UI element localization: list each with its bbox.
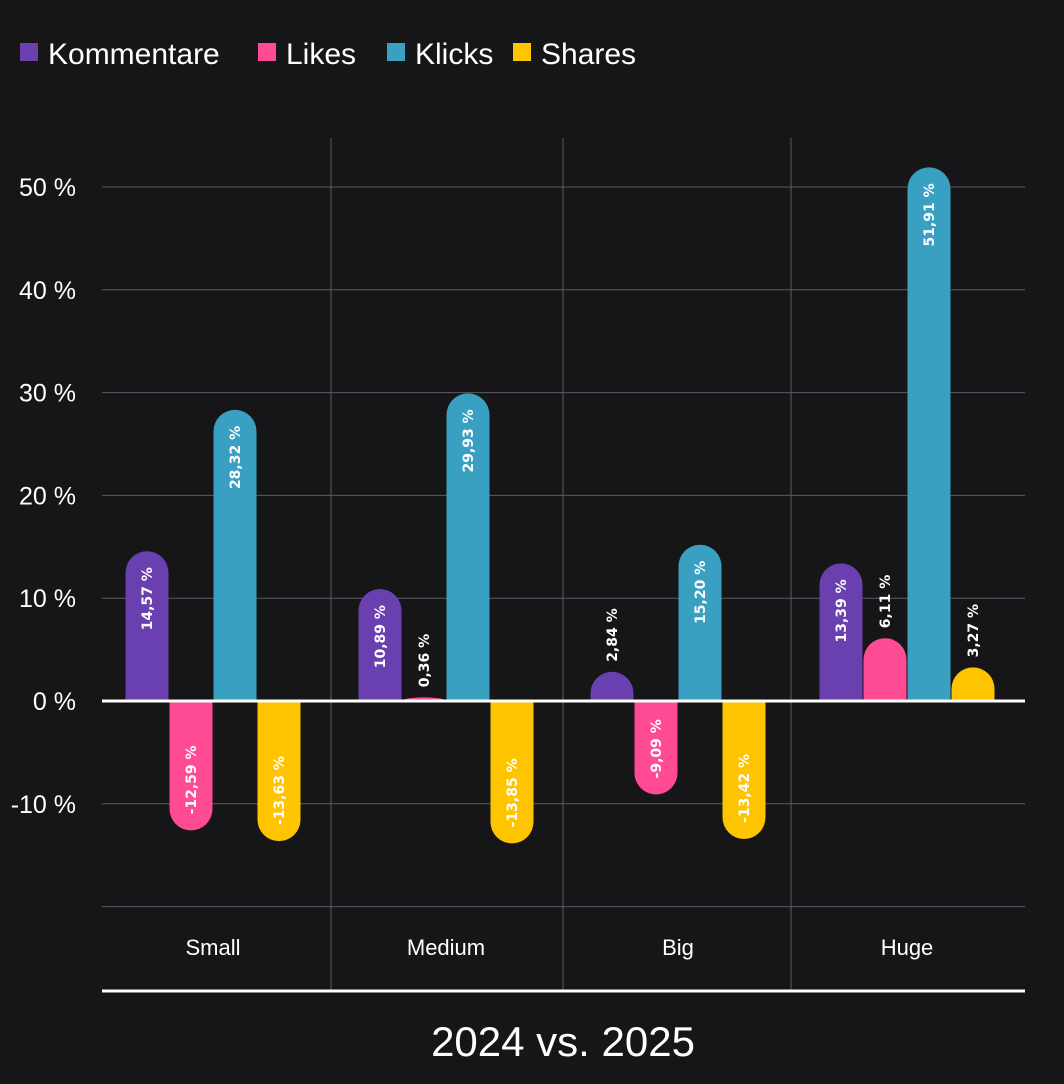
value-label-shares-huge: 3,27 % bbox=[966, 604, 982, 657]
bar-klicks-big bbox=[678, 544, 722, 701]
value-labels: 14,57 % -12,59 % 28,32 % -13,63 % 10,89 % 0,3… bbox=[140, 183, 982, 827]
chart-title: 2024 vs. 2025 bbox=[431, 1018, 695, 1065]
value-label-shares-medium: -13,85 % bbox=[505, 758, 521, 827]
value-label-kommentare-medium: 10,89 % bbox=[373, 605, 389, 668]
y-tick-label: -10 % bbox=[11, 791, 76, 819]
value-label-shares-big: -13,42 % bbox=[737, 754, 753, 823]
y-axis-ticks: 50 % 40 % 30 % 20 % 10 % 0 % -10 % bbox=[11, 174, 76, 819]
bar-kommentare-huge bbox=[819, 563, 863, 701]
bars bbox=[125, 167, 995, 844]
legend-swatch-shares bbox=[513, 43, 531, 61]
bar-shares-big bbox=[722, 701, 766, 839]
legend-label-klicks: Klicks bbox=[415, 38, 493, 71]
value-label-klicks-big: 15,20 % bbox=[693, 561, 709, 624]
legend-label-shares: Shares bbox=[541, 38, 636, 71]
value-label-kommentare-big: 2,84 % bbox=[605, 608, 621, 661]
bar-shares-huge bbox=[951, 667, 995, 701]
value-label-likes-big: -9,09 % bbox=[649, 719, 665, 778]
bar-klicks-small bbox=[213, 409, 257, 701]
bar-klicks-medium bbox=[446, 393, 490, 701]
legend-swatch-kommentare bbox=[20, 43, 38, 61]
bar-likes-small bbox=[169, 701, 213, 831]
value-label-likes-huge: 6,11 % bbox=[878, 575, 894, 628]
value-label-klicks-huge: 51,91 % bbox=[922, 183, 938, 246]
bar-kommentare-medium bbox=[358, 589, 402, 701]
value-label-klicks-small: 28,32 % bbox=[228, 426, 244, 489]
y-tick-label: 40 % bbox=[19, 277, 76, 305]
value-label-likes-small: -12,59 % bbox=[184, 745, 200, 814]
category-label-big: Big bbox=[662, 935, 694, 960]
y-tick-label: 50 % bbox=[19, 174, 76, 202]
legend-swatch-likes bbox=[258, 43, 276, 61]
bar-likes-huge bbox=[863, 638, 907, 701]
bar-shares-medium bbox=[490, 701, 534, 844]
legend-label-kommentare: Kommentare bbox=[48, 38, 220, 71]
category-labels: Small Medium Big Huge bbox=[185, 935, 933, 960]
bar-klicks-huge bbox=[907, 167, 951, 702]
value-label-kommentare-huge: 13,39 % bbox=[834, 579, 850, 642]
y-tick-label: 0 % bbox=[33, 688, 76, 716]
legend: Kommentare Likes Klicks Shares bbox=[20, 38, 636, 71]
bar-kommentare-small bbox=[125, 551, 169, 701]
category-label-huge: Huge bbox=[881, 935, 934, 960]
y-tick-label: 20 % bbox=[19, 482, 76, 510]
value-label-kommentare-small: 14,57 % bbox=[140, 567, 156, 630]
value-label-klicks-medium: 29,93 % bbox=[461, 409, 477, 472]
bar-kommentare-big bbox=[590, 671, 634, 701]
value-label-likes-medium: 0,36 % bbox=[417, 634, 433, 687]
bar-shares-small bbox=[257, 701, 301, 842]
y-tick-label: 10 % bbox=[19, 585, 76, 613]
value-label-shares-small: -13,63 % bbox=[272, 756, 288, 825]
legend-swatch-klicks bbox=[387, 43, 405, 61]
y-tick-label: 30 % bbox=[19, 380, 76, 408]
bar-likes-big bbox=[634, 701, 678, 795]
category-label-medium: Medium bbox=[407, 935, 485, 960]
category-label-small: Small bbox=[185, 935, 240, 960]
legend-label-likes: Likes bbox=[286, 38, 356, 71]
